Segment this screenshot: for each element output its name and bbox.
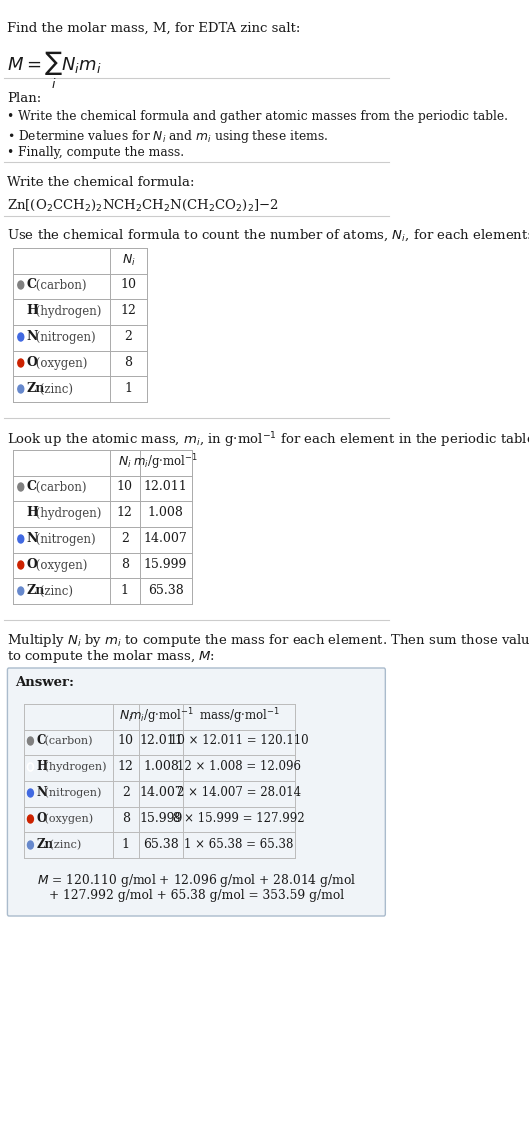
Circle shape <box>18 483 24 491</box>
Text: O: O <box>27 559 38 571</box>
Text: 8: 8 <box>121 559 129 571</box>
Circle shape <box>28 841 33 849</box>
Circle shape <box>28 736 33 746</box>
Text: Zn: Zn <box>27 585 45 597</box>
Text: 12.011: 12.011 <box>139 734 183 748</box>
Text: 2 × 14.007 = 28.014: 2 × 14.007 = 28.014 <box>177 787 301 799</box>
Text: 2: 2 <box>124 331 132 343</box>
Text: Use the chemical formula to count the number of atoms, $N_i$, for each element:: Use the chemical formula to count the nu… <box>7 228 529 244</box>
Text: N: N <box>27 532 38 546</box>
Text: (zinc): (zinc) <box>37 383 74 396</box>
Text: 65.38: 65.38 <box>143 839 179 852</box>
Text: Zn: Zn <box>37 839 53 852</box>
Text: 1: 1 <box>122 839 130 852</box>
Circle shape <box>18 333 24 341</box>
Text: (carbon): (carbon) <box>41 735 93 747</box>
Text: Look up the atomic mass, $m_i$, in g·mol$^{-1}$ for each element in the periodic: Look up the atomic mass, $m_i$, in g·mol… <box>7 430 529 449</box>
Text: O: O <box>37 813 47 825</box>
Text: Zn[(O$_2$CCH$_2$)$_2$NCH$_2$CH$_2$N(CH$_2$CO$_2$)$_2$]−2: Zn[(O$_2$CCH$_2$)$_2$NCH$_2$CH$_2$N(CH$_… <box>7 198 279 213</box>
Text: 15.999: 15.999 <box>140 813 183 825</box>
Text: 14.007: 14.007 <box>144 532 187 546</box>
Text: C: C <box>27 278 37 292</box>
Text: 10 × 12.011 = 120.110: 10 × 12.011 = 120.110 <box>170 734 308 748</box>
Text: 15.999: 15.999 <box>144 559 187 571</box>
Text: 12 × 1.008 = 12.096: 12 × 1.008 = 12.096 <box>177 760 301 774</box>
Text: 1: 1 <box>124 383 132 396</box>
Text: (oxygen): (oxygen) <box>41 814 93 824</box>
Text: 10: 10 <box>117 480 133 494</box>
Text: (oxygen): (oxygen) <box>32 559 87 571</box>
Circle shape <box>18 359 24 367</box>
Text: $N_i$: $N_i$ <box>119 708 133 724</box>
Text: Multiply $N_i$ by $m_i$ to compute the mass for each element. Then sum those val: Multiply $N_i$ by $m_i$ to compute the m… <box>7 632 529 649</box>
Text: 8: 8 <box>124 357 132 369</box>
Text: (carbon): (carbon) <box>32 278 86 292</box>
Text: H: H <box>27 304 39 318</box>
Text: 8: 8 <box>122 813 130 825</box>
Text: • Determine values for $N_i$ and $m_i$ using these items.: • Determine values for $N_i$ and $m_i$ u… <box>7 128 329 145</box>
Text: (oxygen): (oxygen) <box>32 357 87 369</box>
Text: 10: 10 <box>121 278 136 292</box>
Text: (nitrogen): (nitrogen) <box>32 331 95 343</box>
Text: • Write the chemical formula and gather atomic masses from the periodic table.: • Write the chemical formula and gather … <box>7 109 508 123</box>
Text: 2: 2 <box>121 532 129 546</box>
FancyBboxPatch shape <box>7 668 385 917</box>
Text: (hydrogen): (hydrogen) <box>32 506 101 520</box>
Text: C: C <box>37 734 45 748</box>
Text: Plan:: Plan: <box>7 92 42 105</box>
Text: Write the chemical formula:: Write the chemical formula: <box>7 176 195 189</box>
Circle shape <box>28 789 33 797</box>
Text: + 127.992 g/mol + 65.38 g/mol = 353.59 g/mol: + 127.992 g/mol + 65.38 g/mol = 353.59 g… <box>49 889 344 902</box>
Text: 12: 12 <box>118 760 134 774</box>
Text: (zinc): (zinc) <box>37 585 74 597</box>
Text: Find the molar mass, M, for EDTA zinc salt:: Find the molar mass, M, for EDTA zinc sa… <box>7 22 301 35</box>
Text: $N_i$: $N_i$ <box>122 252 135 268</box>
Text: 1.008: 1.008 <box>148 506 184 520</box>
Text: 8 × 15.999 = 127.992: 8 × 15.999 = 127.992 <box>174 813 305 825</box>
Text: O: O <box>27 357 38 369</box>
Text: $M$ = 120.110 g/mol + 12.096 g/mol + 28.014 g/mol: $M$ = 120.110 g/mol + 12.096 g/mol + 28.… <box>37 872 356 889</box>
Text: (nitrogen): (nitrogen) <box>41 788 102 798</box>
Text: $m_i$/g·mol$^{-1}$: $m_i$/g·mol$^{-1}$ <box>133 453 198 472</box>
Text: C: C <box>27 480 37 494</box>
Circle shape <box>18 587 24 595</box>
Text: (zinc): (zinc) <box>45 840 81 850</box>
Text: (nitrogen): (nitrogen) <box>32 532 95 546</box>
Text: 2: 2 <box>122 787 130 799</box>
Circle shape <box>18 385 24 393</box>
Circle shape <box>28 815 33 823</box>
Circle shape <box>18 561 24 569</box>
Text: to compute the molar mass, $M$:: to compute the molar mass, $M$: <box>7 648 215 665</box>
Text: 1 × 65.38 = 65.38: 1 × 65.38 = 65.38 <box>185 839 294 852</box>
Text: (carbon): (carbon) <box>32 480 86 494</box>
Text: 12: 12 <box>117 506 133 520</box>
Text: 10: 10 <box>118 734 134 748</box>
Text: (hydrogen): (hydrogen) <box>32 304 101 318</box>
Text: Zn: Zn <box>27 383 45 396</box>
Text: 1.008: 1.008 <box>143 760 179 774</box>
Text: H: H <box>37 760 48 774</box>
Text: $N_i$: $N_i$ <box>118 455 132 470</box>
Text: • Finally, compute the mass.: • Finally, compute the mass. <box>7 146 185 158</box>
Text: (hydrogen): (hydrogen) <box>41 762 106 772</box>
Text: $m_i$/g·mol$^{-1}$: $m_i$/g·mol$^{-1}$ <box>129 706 194 726</box>
Text: $M = \sum_i N_i m_i$: $M = \sum_i N_i m_i$ <box>7 50 102 91</box>
Text: 14.007: 14.007 <box>139 787 183 799</box>
Circle shape <box>18 280 24 290</box>
Text: H: H <box>27 506 39 520</box>
Text: 65.38: 65.38 <box>148 585 184 597</box>
Text: mass/g·mol$^{-1}$: mass/g·mol$^{-1}$ <box>198 706 279 726</box>
Text: N: N <box>37 787 47 799</box>
Text: 12: 12 <box>121 304 136 318</box>
Circle shape <box>18 535 24 543</box>
Text: 12.011: 12.011 <box>144 480 187 494</box>
Text: Answer:: Answer: <box>15 676 74 689</box>
Text: 1: 1 <box>121 585 129 597</box>
Text: N: N <box>27 331 38 343</box>
